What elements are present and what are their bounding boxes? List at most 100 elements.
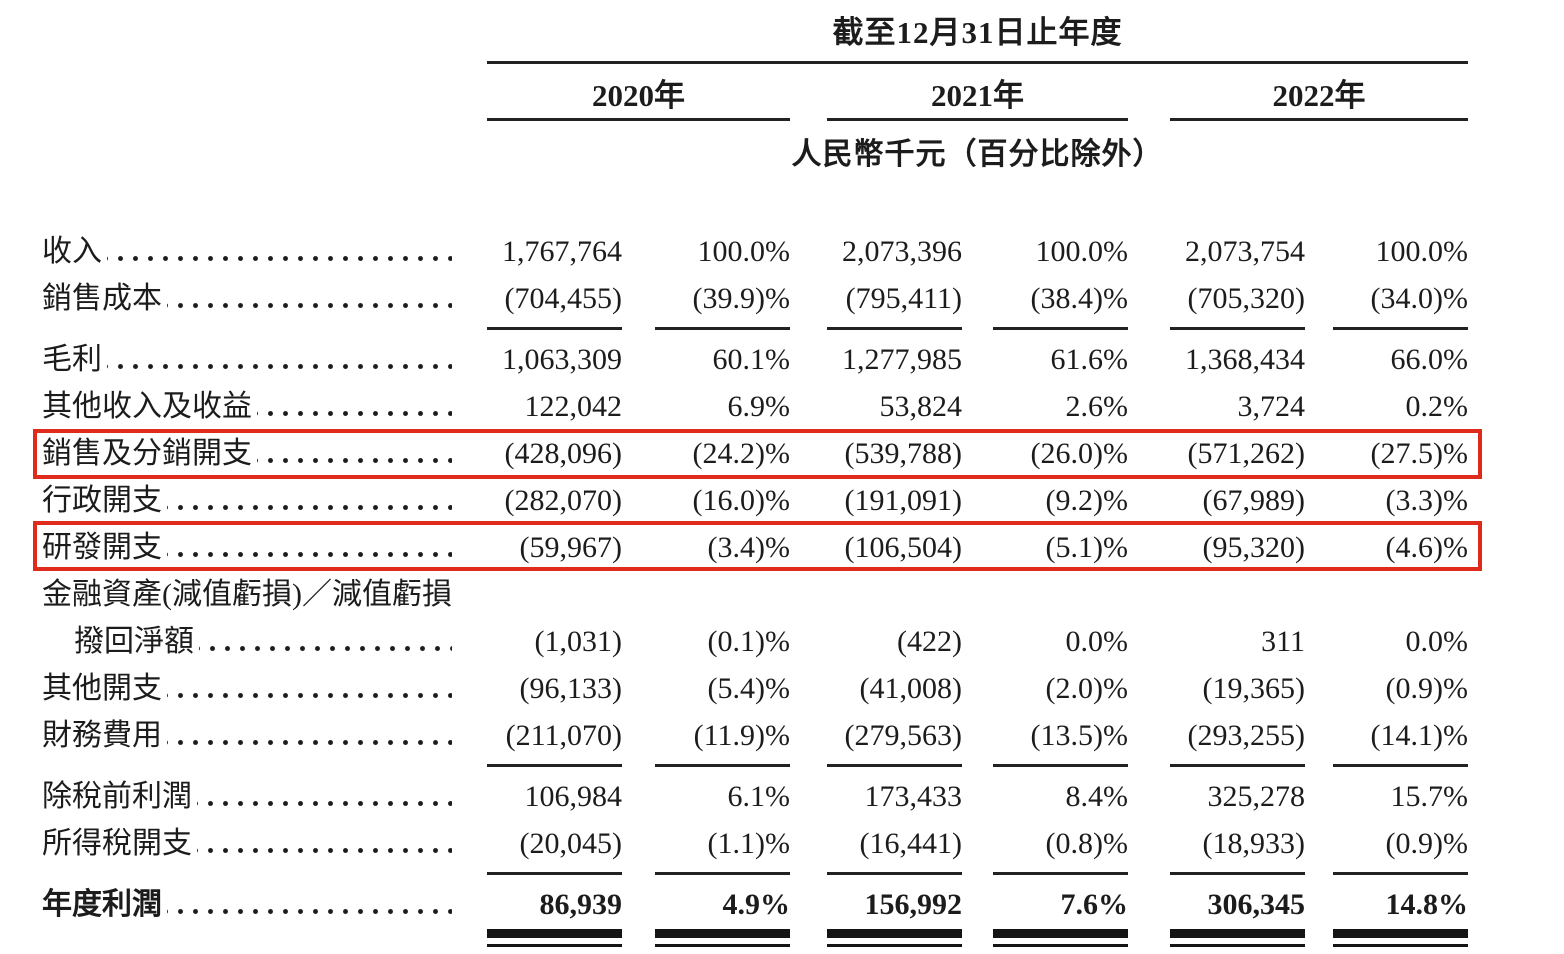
percent-cell-2020: (16.0)% xyxy=(692,484,790,517)
amount-cell-2022: 3,724 xyxy=(1237,390,1306,423)
row-label-cell: 財務費用 xyxy=(42,712,452,759)
percent-cell-2021 xyxy=(962,571,1128,618)
percent-cell-2020: (1.1)% xyxy=(707,827,790,860)
percent-cell-2022: 66.0% xyxy=(1390,343,1469,376)
dot-leader xyxy=(197,773,452,820)
amount-cell-2020: (704,455) xyxy=(504,282,622,315)
row-label-cell: 所得稅開支 xyxy=(42,820,452,867)
amount-cell-2020: 1,767,764 xyxy=(502,235,622,268)
rule-segment xyxy=(655,944,790,947)
rule-segment xyxy=(993,327,1128,330)
table-row-14: 年度利潤 86,939 4.9% 156,992 7.6% 306,345 14… xyxy=(0,881,1564,928)
percent-cell-2022: (0.9)% xyxy=(1385,672,1468,705)
table-row-4: 其他收入及收益 122,042 6.9% 53,824 2.6% 3,724 0… xyxy=(0,383,1564,430)
amount-cell-2021 xyxy=(790,571,962,618)
rule-bar xyxy=(1170,929,1305,938)
dot-leader xyxy=(167,275,452,322)
rule-segment xyxy=(993,872,1128,875)
amount-cell-2022: 311 xyxy=(1261,625,1305,658)
amount-cell-2020: (282,070) xyxy=(504,484,622,517)
rule-segment xyxy=(487,764,622,767)
amount-cell-2021: (539,788) xyxy=(844,437,962,470)
row-label-cell: 金融資產(減值虧損)／減值虧損 xyxy=(42,571,452,618)
amount-cell-2022: (67,989) xyxy=(1202,484,1305,517)
row-label: 金融資產(減值虧損)／減值虧損 xyxy=(42,578,452,611)
percent-cell-2021: (26.0)% xyxy=(1030,437,1128,470)
amount-cell-2020: (59,967) xyxy=(519,531,622,564)
amount-cell-2022: 325,278 xyxy=(1207,780,1306,813)
amount-cell-2021: 2,073,396 xyxy=(842,235,962,268)
row-label-cell: 除稅前利潤 xyxy=(42,773,452,820)
row-label-cell: 其他開支 xyxy=(42,665,452,712)
percent-cell-2021: 0.0% xyxy=(1065,625,1129,658)
amount-cell-2021: (422) xyxy=(897,625,962,658)
percent-cell-2021: (5.1)% xyxy=(1045,531,1128,564)
rule-segment xyxy=(1333,944,1468,947)
rule-segment xyxy=(1333,764,1468,767)
rule-segment xyxy=(655,872,790,875)
column-rule-row xyxy=(0,759,1564,773)
year-rule-2022 xyxy=(1170,118,1468,121)
amount-cell-2020: (96,133) xyxy=(519,672,622,705)
percent-cell-2021: 8.4% xyxy=(1065,780,1129,813)
row-label: 所得稅開支 xyxy=(42,827,192,860)
amount-cell-2021: (106,504) xyxy=(844,531,962,564)
row-label: 收入 xyxy=(42,235,102,268)
dot-leader xyxy=(257,383,452,430)
year-header-2020: 2020年 xyxy=(592,78,685,113)
rule-bar xyxy=(1333,929,1468,938)
dot-leader xyxy=(167,712,452,759)
rule-segment xyxy=(1333,327,1468,330)
row-label: 毛利 xyxy=(42,343,102,376)
period-title: 截至12月31日止年度 xyxy=(832,15,1123,50)
percent-cell-2021: (38.4)% xyxy=(1030,282,1128,315)
percent-cell-2021: 61.6% xyxy=(1050,343,1129,376)
rule-segment xyxy=(487,327,622,330)
header-rule xyxy=(487,61,1468,64)
row-label: 銷售成本 xyxy=(42,282,162,315)
row-label-cell: 銷售成本 xyxy=(42,275,452,322)
percent-cell-2022: (0.9)% xyxy=(1385,827,1468,860)
amount-cell-2020: (20,045) xyxy=(519,827,622,860)
table-row-1: 收入 1,767,764 100.0% 2,073,396 100.0% 2,0… xyxy=(0,228,1564,275)
table-row-6: 行政開支 (282,070) (16.0)% (191,091) (9.2)% … xyxy=(0,477,1564,524)
percent-cell-2020: 6.9% xyxy=(727,390,791,423)
amount-cell-2021: 173,433 xyxy=(864,780,963,813)
percent-cell-2021: (2.0)% xyxy=(1045,672,1128,705)
dot-leader xyxy=(257,430,452,477)
percent-cell-2020: (0.1)% xyxy=(707,625,790,658)
row-label: 研發開支 xyxy=(42,531,162,564)
table-row-3: 毛利 1,063,309 60.1% 1,277,985 61.6% 1,368… xyxy=(0,336,1564,383)
amount-cell-2021: 1,277,985 xyxy=(842,343,962,376)
amount-cell-2020: (428,096) xyxy=(504,437,622,470)
amount-cell-2020: (1,031) xyxy=(534,625,622,658)
rule-segment xyxy=(655,327,790,330)
percent-cell-2022: 14.8% xyxy=(1385,888,1469,921)
row-label: 除稅前利潤 xyxy=(42,780,192,813)
percent-cell-2022: (4.6)% xyxy=(1385,531,1468,564)
table-row-2: 銷售成本 (704,455) (39.9)% (795,411) (38.4)%… xyxy=(0,275,1564,322)
percent-cell-2021: (13.5)% xyxy=(1030,719,1128,752)
row-label-cell: 收入 xyxy=(42,228,452,275)
amount-cell-2021: (279,563) xyxy=(844,719,962,752)
amount-cell-2022: (705,320) xyxy=(1187,282,1305,315)
percent-cell-2020: (5.4)% xyxy=(707,672,790,705)
rule-segment xyxy=(827,327,962,330)
amount-cell-2020: 106,984 xyxy=(524,780,623,813)
year-rule-2021 xyxy=(827,118,1128,121)
percent-cell-2020: (24.2)% xyxy=(692,437,790,470)
year-header-2021: 2021年 xyxy=(931,78,1024,113)
amount-cell-2022: 1,368,434 xyxy=(1185,343,1305,376)
table-row-10: 其他開支 (96,133) (5.4)% (41,008) (2.0)% (19… xyxy=(0,665,1564,712)
row-label-cell: 銷售及分銷開支 xyxy=(42,430,452,477)
dot-leader xyxy=(197,820,452,867)
row-label-cell: 撥回淨額 xyxy=(42,618,452,665)
row-label: 其他開支 xyxy=(42,672,162,705)
percent-cell-2022: 15.7% xyxy=(1390,780,1469,813)
table-row-9: 撥回淨額 (1,031) (0.1)% (422) 0.0% 311 0.0% xyxy=(0,618,1564,665)
amount-cell-2022: (18,933) xyxy=(1202,827,1305,860)
column-rule-row xyxy=(0,867,1564,881)
percent-cell-2022: (34.0)% xyxy=(1370,282,1468,315)
row-label-cell: 行政開支 xyxy=(42,477,452,524)
